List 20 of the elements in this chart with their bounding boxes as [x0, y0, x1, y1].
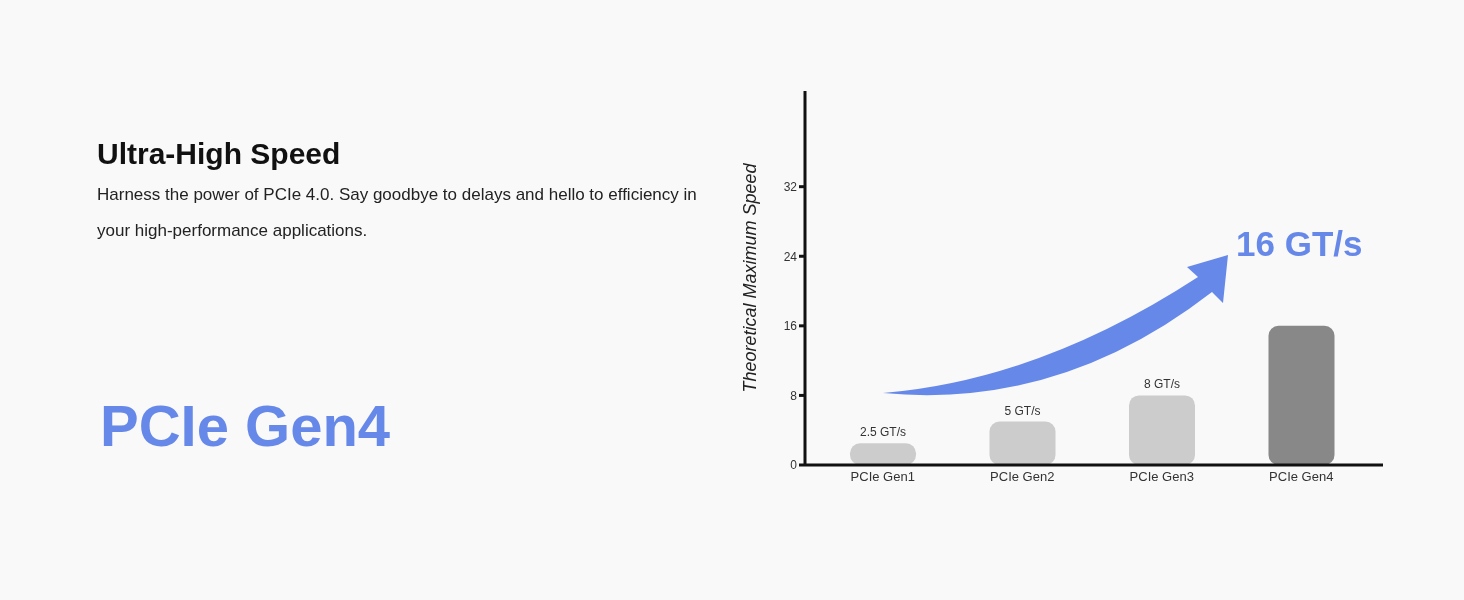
- data-label: 2.5 GT/s: [859, 425, 907, 440]
- bar: [850, 443, 916, 465]
- y-tick-label: 8: [790, 388, 798, 403]
- bar: [1268, 325, 1335, 465]
- y-tick-label: 24: [783, 249, 798, 264]
- text: Ultra-High Speed: [97, 136, 341, 172]
- bar: [1129, 395, 1195, 465]
- x-tick-label: PCIe Gen1: [850, 469, 915, 485]
- data-label: 5 GT/s: [1004, 403, 1041, 418]
- y-tick-label: 0: [790, 458, 798, 473]
- x-tick-label: PCIe Gen3: [1129, 469, 1194, 485]
- bar: [989, 421, 1056, 465]
- y-axis-title: Theoretical Maximum Speed: [740, 162, 760, 393]
- y-tick-label: 32: [783, 179, 798, 194]
- x-tick-label: PCIe Gen2: [990, 469, 1055, 485]
- data-label: 8 GT/s: [1143, 377, 1181, 392]
- annotation: 16 GT/s: [1236, 224, 1363, 263]
- text: Harness the power of PCIe 4.0. Say goodbye to delays and hello to efficiency in your high-performance applications.: [97, 184, 698, 242]
- y-tick-label: 16: [783, 319, 798, 334]
- x-tick-label: PCIe Gen4: [1269, 469, 1334, 485]
